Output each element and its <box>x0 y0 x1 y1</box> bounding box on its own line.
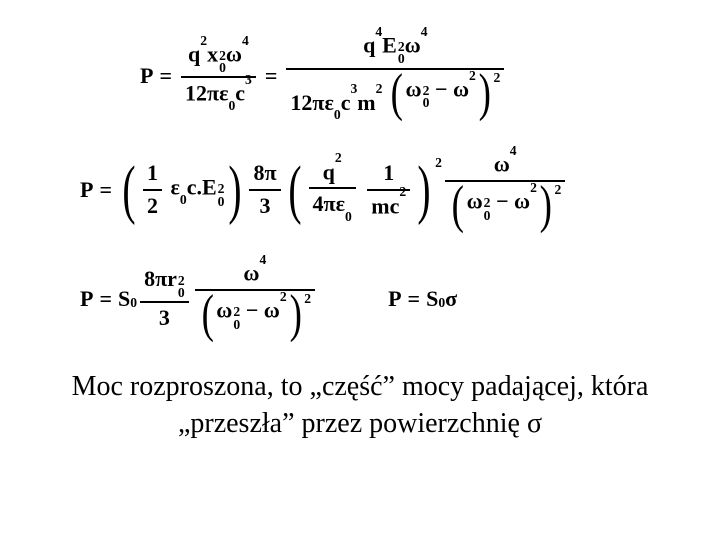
equation-3a: P = S0 8πr20 3 ω4 ( ω20 − ω2 ) 2 <box>80 258 318 339</box>
frac-omega-2: ω4 ( ω20 − ω2 ) 2 <box>445 149 565 230</box>
equation-2: P = ( 1 2 ε0c.E20 ) 8π 3 ( q2 4πε0 1 <box>80 149 680 230</box>
term-q2: ( q2 4πε0 1 mc2 ) 2 <box>284 157 442 223</box>
frac-1a: q2x20ω4 12πε0c3 <box>181 39 256 113</box>
paren-1b: ( ω20 − ω2 ) 2 <box>388 72 500 114</box>
lhs-P: P <box>140 63 153 89</box>
frac-1b: q4E20ω4 12πε0c3m2 ( ω20 − ω2 ) 2 <box>286 30 504 121</box>
frac-8pir2: 8πr20 3 <box>140 264 189 334</box>
den-1a: 12πε0c3 <box>181 78 256 112</box>
frac-omega-3: ω4 ( ω20 − ω2 ) 2 <box>195 258 315 339</box>
frac-8pi3: 8π 3 <box>249 158 280 221</box>
equation-1: P = q2x20ω4 12πε0c3 = q4E20ω4 12πε0c3m2 … <box>140 30 680 121</box>
caption-line1: Moc rozproszona, to „część” mocy padając… <box>40 369 680 405</box>
den-1b: 12πε0c3m2 ( ω20 − ω2 ) 2 <box>286 70 504 122</box>
term-energy: ( 1 2 ε0c.E20 ) <box>118 158 246 221</box>
lhs-P-2: P <box>80 177 93 203</box>
num-1a: q2x20ω4 <box>184 39 253 77</box>
caption-line2: „przeszła” przez powierzchnię σ <box>40 406 680 442</box>
equation-3-row: P = S0 8πr20 3 ω4 ( ω20 − ω2 ) 2 P = S0σ <box>80 258 680 339</box>
num-1b: q4E20ω4 <box>359 30 431 68</box>
equals: = <box>159 63 172 89</box>
equation-3b: P = S0σ <box>388 286 457 312</box>
equals-2: = <box>265 63 278 89</box>
caption: Moc rozproszona, to „część” mocy padając… <box>40 369 680 442</box>
